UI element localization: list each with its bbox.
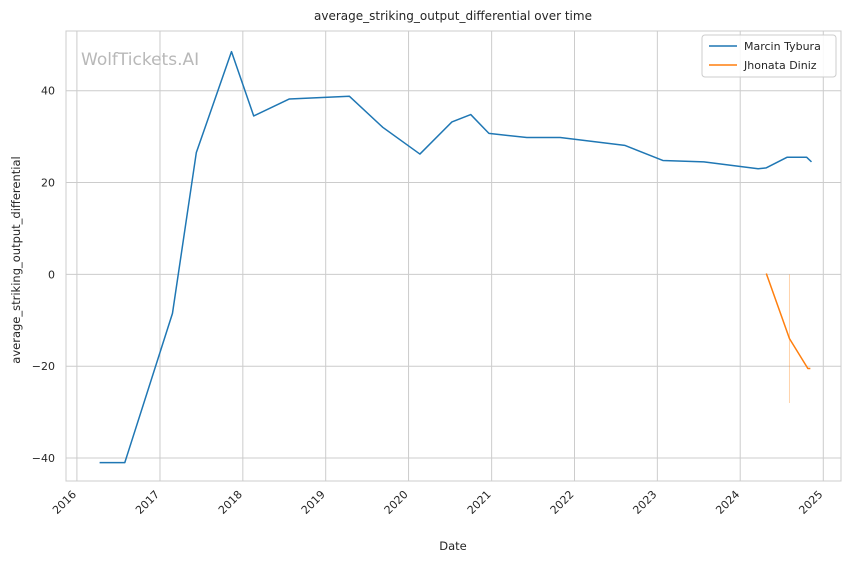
series-layer [99, 50, 813, 464]
plot-area [65, 30, 842, 482]
y-tick-label: 40 [41, 85, 55, 98]
y-axis-ticks: −40 −20 0 20 40 [32, 85, 55, 465]
series-line-jhonata-diniz [765, 273, 811, 370]
x-axis-label: Date [439, 539, 467, 553]
y-tick-label: 20 [41, 177, 55, 190]
y-axis-label: average_striking_output_differential [9, 156, 23, 363]
legend-label-marcin-tybura: Marcin Tybura [744, 40, 821, 53]
series-line-marcin-tybura [99, 50, 813, 464]
y-tick-label: −20 [32, 360, 55, 373]
legend: Marcin Tybura Jhonata Diniz [701, 34, 837, 78]
legend-label-jhonata-diniz: Jhonata Diniz [743, 59, 817, 72]
y-tick-label: −40 [32, 452, 55, 465]
grid [66, 31, 841, 481]
chart-title: average_striking_output_differential ove… [314, 9, 592, 23]
watermark: WolfTickets.AI [81, 50, 199, 70]
y-tick-label: 0 [48, 268, 55, 281]
